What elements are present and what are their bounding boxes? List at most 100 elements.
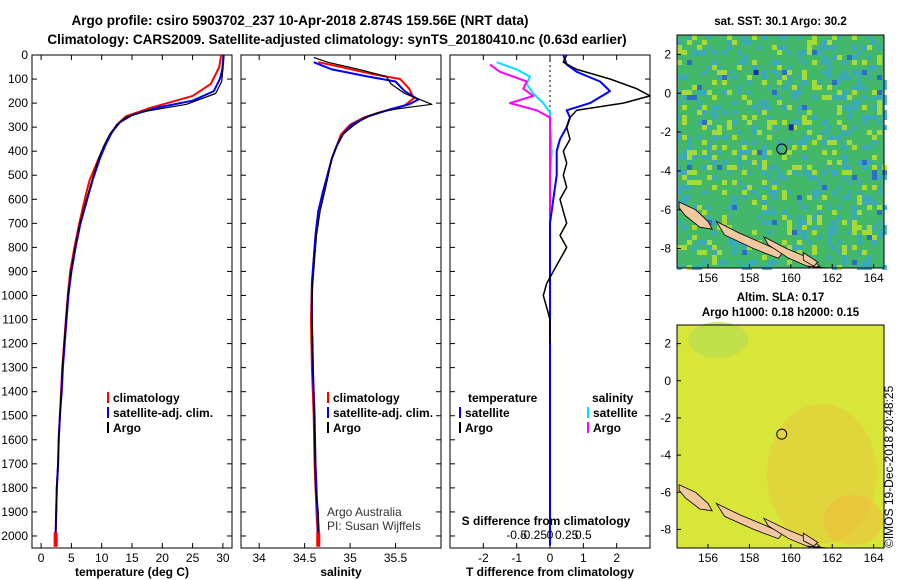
sst-pixel [737,260,742,265]
sst-pixel [702,70,707,75]
sst-pixel [852,245,857,250]
sst-pixel [842,245,847,250]
map-x-tick-label: 156 [698,271,718,285]
sst-pixel [852,220,857,225]
sst-pixel [877,120,882,125]
sst-pixel [722,80,727,85]
sst-pixel [772,185,777,190]
sst-pixel [682,90,687,95]
land-polygon [802,532,819,547]
sst-pixel [877,60,882,65]
sst-pixel [832,95,837,100]
sst-pixel [702,125,707,130]
sst-pixel [697,135,702,140]
sst-pixel [827,225,832,230]
sst-pixel [827,45,832,50]
sst-pixel [732,110,737,115]
sst-pixel [677,185,682,190]
sst-pixel [802,120,807,125]
sst-pixel [862,120,867,125]
sst-pixel [872,40,877,45]
sst-pixel [677,245,682,250]
sst-pixel [877,130,882,135]
sst-pixel [877,220,882,225]
sst-pixel [737,160,742,165]
sst-pixel [822,95,827,100]
sst-pixel [797,110,802,115]
sst-pixel [737,90,742,95]
sst-pixel [722,135,727,140]
sst-pixel [807,120,812,125]
sst-pixel [677,40,682,45]
sst-pixel [867,65,872,70]
sst-pixel [877,110,882,115]
y-tick-label: 800 [8,240,28,254]
sst-pixel [837,250,842,255]
sst-pixel [707,140,712,145]
sst-pixel [867,35,872,40]
sst-pixel [707,215,712,220]
sla-high-patch [766,403,877,544]
sst-pixel [777,140,782,145]
sst-pixel [807,50,812,55]
sst-pixel [787,140,792,145]
sst-pixel [762,255,767,260]
sst-pixel [677,45,682,50]
sst-pixel [787,190,792,195]
sst-pixel [747,40,752,45]
sst-pixel [787,170,792,175]
sst-pixel [852,210,857,215]
y-tick-label: 300 [8,120,28,134]
sst-pixel [772,90,777,95]
sst-pixel [767,125,772,130]
sst-pixel [762,160,767,165]
sst-pixel [842,255,847,260]
sst-pixel [797,105,802,110]
sst-pixel [762,170,767,175]
sst-pixel [682,150,687,155]
sst-pixel [837,215,842,220]
y-tick-label: 1200 [1,337,28,351]
sst-pixel [722,75,727,80]
sst-pixel [742,115,747,120]
sst-pixel [822,120,827,125]
sst-pixel [802,220,807,225]
sst-pixel [702,90,707,95]
sst-pixel [842,95,847,100]
sst-pixel [817,135,822,140]
sst-pixel [742,185,747,190]
sst-pixel [692,225,697,230]
sst-pixel [682,75,687,80]
sst-pixel [687,195,692,200]
sst-pixel [732,250,737,255]
sla-low-patch [688,321,749,358]
y-tick-label: 1300 [1,361,28,375]
annotation-pi: PI: Susan Wijffels [327,519,421,533]
sst-pixel [852,60,857,65]
sst-pixel [687,95,692,100]
sst-pixel [842,220,847,225]
sst-pixel [877,230,882,235]
sst-pixel [862,230,867,235]
sst-pixel [717,250,722,255]
sst-pixel [692,205,697,210]
sst-pixel [802,80,807,85]
sst-pixel [877,175,882,180]
plot-frame [31,54,233,549]
sst-pixel [822,40,827,45]
sst-pixel [777,80,782,85]
sst-pixel [862,105,867,110]
sst-pixel [812,95,817,100]
sst-pixel [682,50,687,55]
secondary-x-tick-label: 0 [547,528,554,542]
sst-pixel [707,125,712,130]
sst-pixel [752,260,757,265]
sst-pixel [807,175,812,180]
sst-pixel [847,115,852,120]
sst-pixel [787,150,792,155]
legend-title-temperature: temperature [468,391,538,405]
sst-pixel [757,110,762,115]
land-polygon [715,502,784,540]
y-tick-label: 900 [8,264,28,278]
sst-pixel [767,210,772,215]
